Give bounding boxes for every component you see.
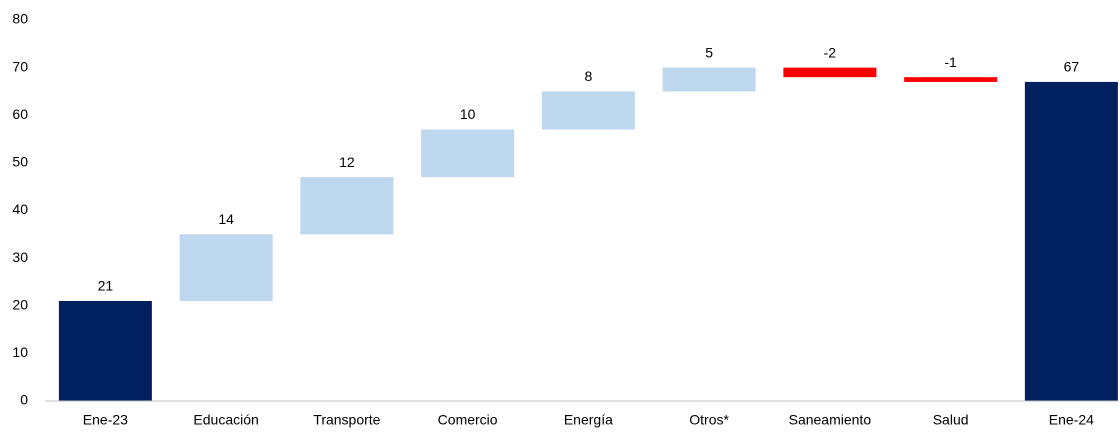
y-tick-label: 10 [12, 344, 28, 360]
value-label: 8 [584, 68, 592, 84]
x-tick-label: Comercio [438, 412, 498, 428]
value-label: -2 [824, 44, 837, 60]
bar [662, 67, 756, 92]
y-tick-label: 60 [12, 106, 28, 122]
x-tick-label: Ene-23 [83, 412, 128, 428]
value-label: -1 [944, 54, 957, 70]
y-tick-label: 50 [12, 154, 28, 170]
bar [783, 67, 877, 78]
bar [904, 77, 998, 82]
value-label: 21 [98, 278, 114, 294]
value-label: 12 [339, 154, 355, 170]
bar [179, 234, 273, 301]
value-label: 10 [460, 106, 476, 122]
bar [421, 129, 515, 178]
x-tick-label: Educación [193, 412, 258, 428]
value-label: 67 [1064, 59, 1080, 75]
x-tick-label: Saneamiento [789, 412, 872, 428]
x-tick-label: Ene-24 [1049, 412, 1094, 428]
x-tick-label: Energía [564, 412, 613, 428]
y-tick-label: 20 [12, 296, 28, 312]
y-tick-label: 30 [12, 249, 28, 265]
bar [541, 91, 635, 130]
x-tick-label: Salud [933, 412, 969, 428]
x-tick-label: Otros* [689, 412, 729, 428]
y-tick-label: 70 [12, 58, 28, 74]
y-tick-label: 40 [12, 201, 28, 217]
y-tick-label: 0 [20, 392, 28, 408]
value-label: 14 [218, 211, 234, 227]
x-tick-label: Transporte [313, 412, 380, 428]
y-tick-label: 80 [12, 11, 28, 27]
bar [300, 177, 394, 235]
bar [1024, 81, 1118, 401]
value-label: 5 [705, 44, 713, 60]
bar [58, 300, 152, 401]
